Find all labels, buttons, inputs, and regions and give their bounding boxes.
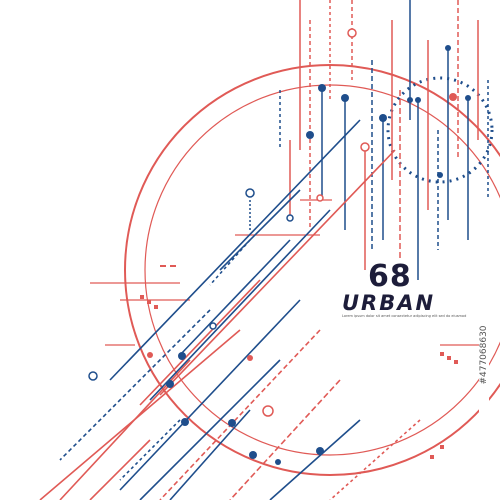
title-tagline: Lorem ipsum dolor sit amet consectetur a… bbox=[342, 314, 467, 318]
stock-id-watermark: #477068630 bbox=[479, 293, 489, 417]
dash-marks bbox=[140, 265, 458, 459]
diagonal-lines bbox=[39, 119, 421, 500]
title-word: URBAN bbox=[342, 291, 436, 315]
large-red-ring bbox=[124, 64, 500, 476]
vertical-lines bbox=[249, 0, 489, 280]
filled-red-nodes bbox=[147, 93, 457, 361]
title-number: 68 bbox=[368, 259, 412, 294]
title-block: 68 URBAN Lorem ipsum dolor sit amet cons… bbox=[342, 259, 467, 319]
hollow-nodes bbox=[88, 28, 370, 417]
filled-nodes bbox=[166, 45, 471, 465]
dotted-blue-arc bbox=[386, 76, 494, 184]
